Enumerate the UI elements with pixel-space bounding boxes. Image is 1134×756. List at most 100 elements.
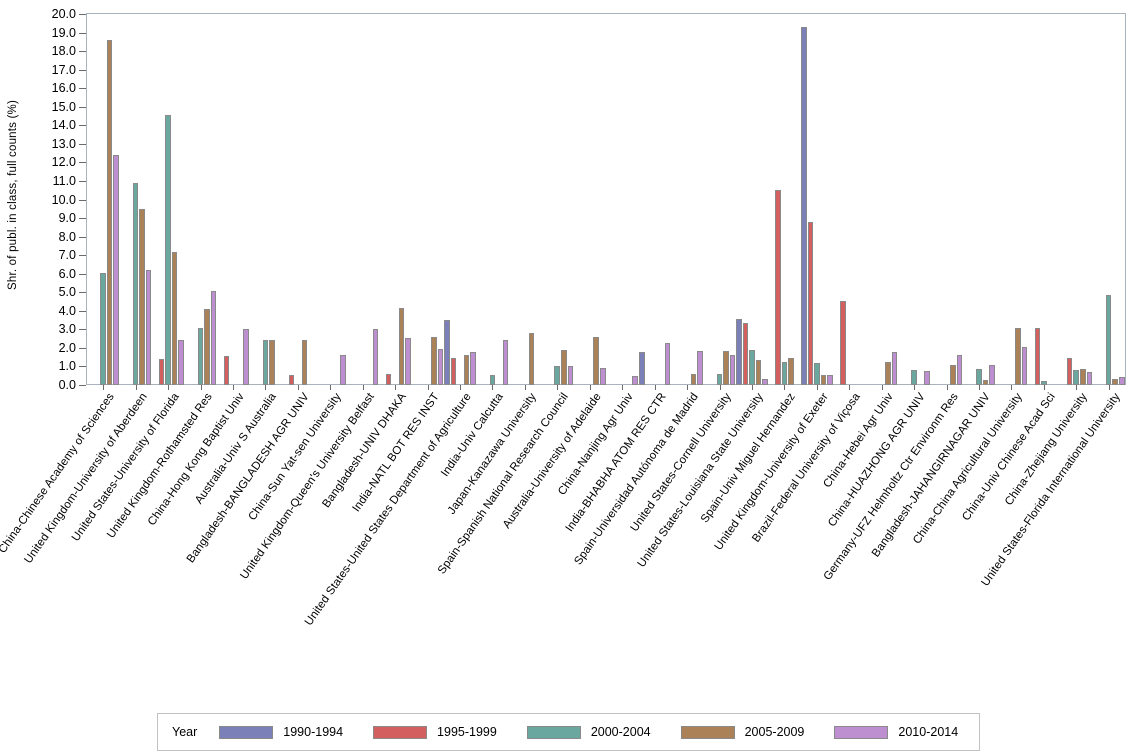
bar[interactable] bbox=[911, 370, 917, 385]
bar[interactable] bbox=[1041, 381, 1047, 385]
legend-item[interactable]: 1995-1999 bbox=[373, 725, 497, 739]
legend-item[interactable]: 2005-2009 bbox=[680, 725, 804, 739]
bar[interactable] bbox=[762, 379, 768, 385]
x-axis-tick-label: United States-Louisiana State University bbox=[635, 391, 766, 570]
bar[interactable] bbox=[664, 343, 671, 385]
bar[interactable] bbox=[885, 361, 891, 385]
bar[interactable] bbox=[1079, 369, 1086, 385]
bar[interactable] bbox=[593, 336, 599, 385]
bar[interactable] bbox=[385, 373, 392, 385]
bar[interactable] bbox=[197, 328, 204, 385]
bar[interactable] bbox=[638, 351, 645, 385]
bar[interactable] bbox=[801, 27, 807, 385]
y-axis-tick-label: 10.0 bbox=[51, 192, 76, 207]
bar[interactable] bbox=[788, 358, 794, 385]
bar[interactable] bbox=[204, 308, 210, 385]
bar[interactable] bbox=[463, 355, 470, 385]
bar[interactable] bbox=[599, 368, 606, 385]
bar[interactable] bbox=[1118, 376, 1125, 385]
bar[interactable] bbox=[891, 351, 898, 385]
bar[interactable] bbox=[372, 329, 379, 385]
bar[interactable] bbox=[989, 364, 995, 385]
y-axis-tick bbox=[79, 106, 86, 108]
bar[interactable] bbox=[1021, 346, 1028, 385]
bar[interactable] bbox=[340, 355, 347, 385]
bar[interactable] bbox=[1105, 295, 1112, 385]
legend-item[interactable]: 1990-1994 bbox=[219, 725, 343, 739]
bar[interactable] bbox=[716, 373, 723, 385]
bar[interactable] bbox=[814, 362, 820, 385]
bar-group bbox=[152, 14, 184, 385]
legend-item[interactable]: 2000-2004 bbox=[526, 725, 651, 739]
bar[interactable] bbox=[243, 329, 249, 385]
bar[interactable] bbox=[781, 361, 788, 385]
bar[interactable] bbox=[1066, 358, 1073, 385]
bar[interactable] bbox=[1073, 370, 1079, 385]
bar[interactable] bbox=[100, 272, 106, 385]
bar[interactable] bbox=[749, 349, 755, 385]
bar[interactable] bbox=[444, 320, 450, 385]
legend-swatch bbox=[373, 725, 428, 739]
bar[interactable] bbox=[106, 39, 113, 385]
bar[interactable] bbox=[755, 359, 762, 385]
bar[interactable] bbox=[223, 356, 230, 385]
bar[interactable] bbox=[1034, 327, 1041, 385]
bar[interactable] bbox=[301, 339, 308, 385]
bar[interactable] bbox=[1086, 372, 1093, 385]
bar[interactable] bbox=[690, 373, 697, 385]
bar[interactable] bbox=[827, 374, 833, 385]
bar[interactable] bbox=[560, 349, 567, 385]
bar[interactable] bbox=[840, 300, 846, 385]
bar[interactable] bbox=[405, 337, 411, 385]
bar[interactable] bbox=[956, 355, 963, 385]
bar[interactable] bbox=[178, 339, 184, 385]
bar[interactable] bbox=[528, 333, 535, 385]
bar[interactable] bbox=[158, 359, 165, 385]
bar[interactable] bbox=[736, 319, 742, 385]
bar[interactable] bbox=[723, 350, 729, 385]
bar[interactable] bbox=[113, 154, 119, 385]
bar[interactable] bbox=[210, 291, 217, 385]
bar[interactable] bbox=[820, 374, 827, 385]
bar[interactable] bbox=[1112, 379, 1118, 385]
bar[interactable] bbox=[775, 190, 781, 385]
bar[interactable] bbox=[502, 339, 509, 385]
bar[interactable] bbox=[924, 371, 930, 385]
x-axis-tick bbox=[622, 385, 624, 390]
bar[interactable] bbox=[171, 252, 178, 385]
bar[interactable] bbox=[489, 374, 496, 385]
bar[interactable] bbox=[567, 365, 574, 385]
bar[interactable] bbox=[1014, 328, 1021, 385]
bar[interactable] bbox=[145, 270, 152, 385]
y-axis-tick bbox=[79, 88, 86, 90]
bar[interactable] bbox=[554, 365, 560, 385]
bar[interactable] bbox=[288, 374, 295, 385]
bar[interactable] bbox=[262, 340, 269, 385]
bar[interactable] bbox=[437, 348, 444, 385]
bar[interactable] bbox=[398, 308, 405, 385]
x-axis-tick bbox=[557, 385, 559, 390]
bar[interactable] bbox=[729, 355, 736, 385]
y-axis-tick-label: 6.0 bbox=[58, 266, 76, 281]
bar[interactable] bbox=[431, 336, 437, 385]
bar[interactable] bbox=[807, 221, 814, 385]
bar-group bbox=[476, 14, 509, 385]
bar[interactable] bbox=[742, 322, 749, 385]
plot-area bbox=[86, 13, 1126, 385]
bar[interactable] bbox=[976, 369, 982, 385]
bar[interactable] bbox=[950, 364, 956, 385]
y-axis-tick-label: 5.0 bbox=[58, 285, 76, 300]
bar[interactable] bbox=[632, 375, 638, 385]
bar[interactable] bbox=[697, 350, 703, 385]
bar[interactable] bbox=[139, 208, 145, 385]
bar[interactable] bbox=[269, 339, 275, 385]
bar[interactable] bbox=[470, 351, 476, 385]
bar-group bbox=[736, 14, 768, 385]
bar[interactable] bbox=[982, 380, 989, 385]
bar[interactable] bbox=[450, 358, 457, 385]
legend-item[interactable]: 2010-2014 bbox=[834, 725, 958, 739]
x-axis-tick bbox=[1043, 385, 1045, 390]
bar-group bbox=[638, 14, 671, 385]
bar[interactable] bbox=[132, 182, 139, 385]
bar[interactable] bbox=[165, 115, 171, 385]
